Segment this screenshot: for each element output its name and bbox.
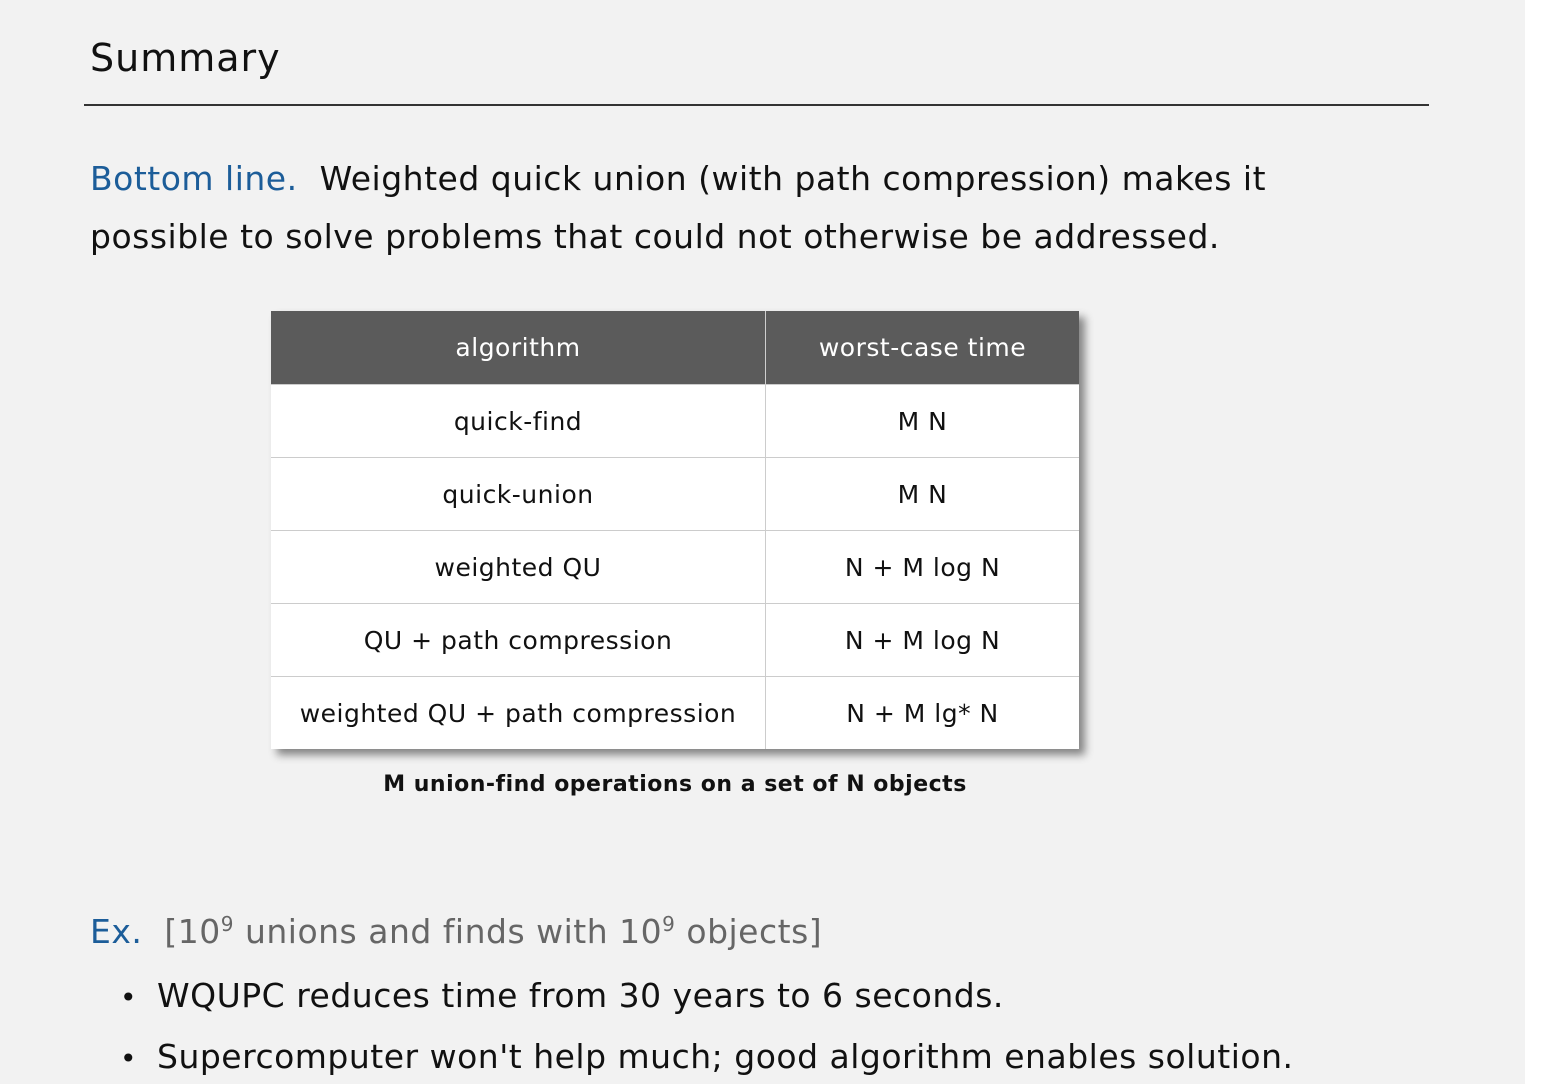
list-item: WQUPC reduces time from 30 years to 6 se… (120, 966, 1293, 1027)
algorithm-cell: quick-union (271, 457, 766, 531)
example-close: objects] (675, 912, 823, 951)
time-cell: M N (765, 457, 1079, 531)
list-item: Supercomputer won't help much; good algo… (120, 1027, 1293, 1088)
bottom-line-label: Bottom line. (90, 159, 298, 198)
bullet-list: WQUPC reduces time from 30 years to 6 se… (120, 966, 1293, 1088)
header-algorithm: algorithm (271, 311, 766, 385)
algorithm-cell: quick-find (271, 384, 766, 458)
header-worst-case-time: worst-case time (765, 311, 1079, 385)
example-label: Ex. (90, 912, 143, 951)
table-header-row: algorithm worst-case time (271, 311, 1079, 385)
table-row: weighted QU N + M log N (271, 530, 1079, 604)
example-line: Ex. [109 unions and finds with 109 objec… (90, 912, 822, 951)
slide-title: Summary (90, 36, 281, 80)
table-row: weighted QU + path compression N + M lg* … (271, 676, 1079, 749)
title-divider (84, 104, 1429, 106)
time-cell: M N (765, 384, 1079, 458)
algorithm-cell: weighted QU (271, 530, 766, 604)
bottom-line-text: Weighted quick union (with path compress… (90, 159, 1267, 256)
table-row: quick-union M N (271, 457, 1079, 531)
table-row: quick-find M N (271, 384, 1079, 458)
example-middle: unions and finds with 10 (233, 912, 663, 951)
time-cell: N + M log N (765, 603, 1079, 677)
table-caption: M union-find operations on a set of N ob… (383, 772, 967, 797)
table-row: QU + path compression N + M log N (271, 603, 1079, 677)
time-cell: N + M lg* N (765, 676, 1079, 749)
complexity-table: algorithm worst-case time quick-find M N … (271, 311, 1079, 749)
bottom-line-paragraph: Bottom line. Weighted quick union (with … (90, 150, 1390, 266)
algorithm-cell: QU + path compression (271, 603, 766, 677)
algorithm-cell: weighted QU + path compression (271, 676, 766, 749)
time-cell: N + M log N (765, 530, 1079, 604)
example-open: [10 (164, 912, 221, 951)
exponent: 9 (662, 912, 676, 936)
exponent: 9 (220, 912, 234, 936)
